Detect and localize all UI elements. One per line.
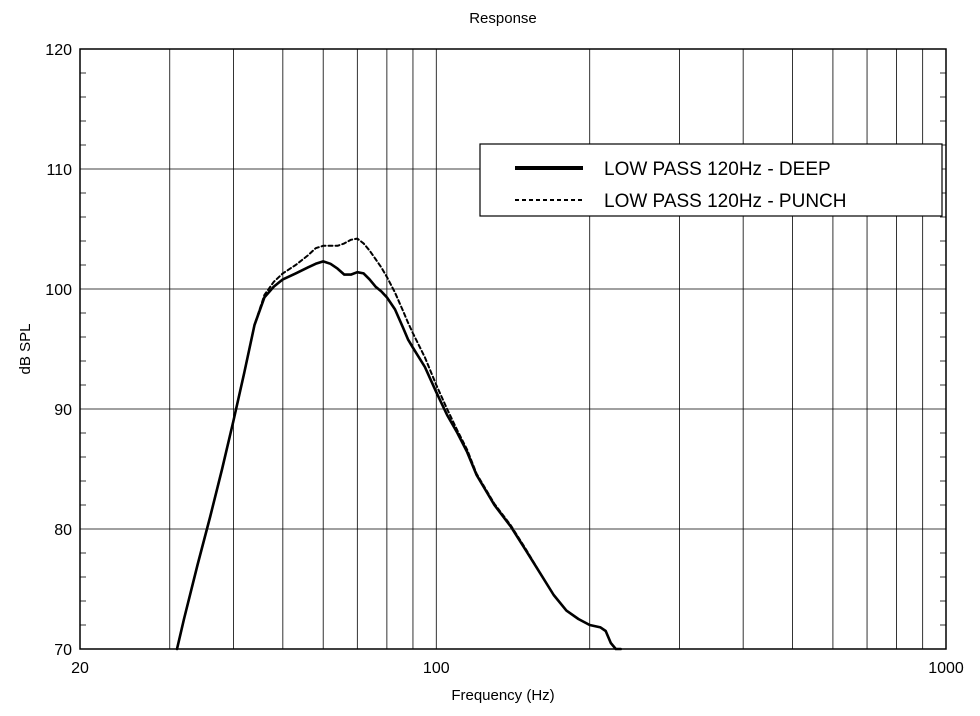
legend: LOW PASS 120Hz - DEEP LOW PASS 120Hz - P… [479,143,943,217]
legend-label-deep: LOW PASS 120Hz - DEEP [604,159,831,180]
series-line-punch [176,237,542,650]
y-tick-label: 70 [54,642,72,659]
y-tick-label: 100 [45,282,72,299]
legend-box [479,143,943,217]
chart-ticks: 70 80 90 100 110 120 20 100 1000 [45,42,964,677]
x-tick-label: 20 [71,660,89,677]
x-tick-label: 100 [423,660,450,677]
y-tick-label: 110 [46,162,72,179]
chart-grid [80,49,946,649]
y-tick-label: 80 [54,522,72,539]
y-axis-label: dB SPL [17,324,34,375]
x-axis-label: Frequency (Hz) [451,687,554,704]
x-tick-label: 1000 [928,660,964,677]
legend-label-punch: LOW PASS 120Hz - PUNCH [604,191,846,212]
y-tick-label: 90 [54,402,72,419]
plot-frame [79,48,947,650]
chart-title: Response [469,10,537,27]
chart-series [175,237,623,651]
y-tick-label: 120 [45,42,72,59]
series-line-deep [175,260,623,651]
